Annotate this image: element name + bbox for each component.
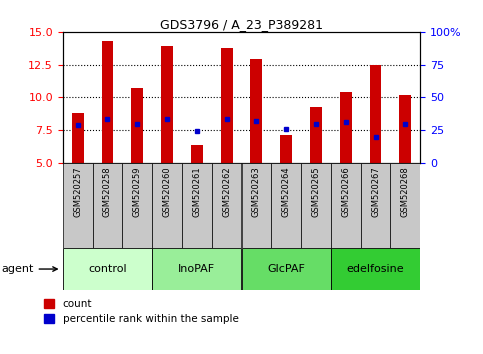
- Bar: [242, 163, 271, 248]
- Legend: count, percentile rank within the sample: count, percentile rank within the sample: [44, 299, 239, 324]
- Text: GSM520263: GSM520263: [252, 166, 261, 217]
- Text: GSM520258: GSM520258: [103, 166, 112, 217]
- Bar: [331, 248, 420, 290]
- Bar: [212, 163, 242, 248]
- Text: GSM520262: GSM520262: [222, 166, 231, 217]
- Bar: [340, 92, 352, 163]
- Bar: [390, 163, 420, 248]
- Bar: [221, 47, 233, 163]
- Bar: [280, 135, 292, 163]
- Bar: [251, 59, 262, 163]
- Text: GSM520260: GSM520260: [163, 166, 171, 217]
- Bar: [72, 113, 84, 163]
- Text: GSM520266: GSM520266: [341, 166, 350, 217]
- Bar: [63, 248, 152, 290]
- Text: GlcPAF: GlcPAF: [267, 264, 305, 274]
- Bar: [152, 163, 182, 248]
- Text: agent: agent: [1, 264, 57, 274]
- Bar: [122, 163, 152, 248]
- Bar: [152, 248, 242, 290]
- Bar: [310, 107, 322, 163]
- Bar: [93, 163, 122, 248]
- Bar: [301, 163, 331, 248]
- Title: GDS3796 / A_23_P389281: GDS3796 / A_23_P389281: [160, 18, 323, 31]
- Text: GSM520259: GSM520259: [133, 166, 142, 217]
- Text: GSM520264: GSM520264: [282, 166, 291, 217]
- Text: GSM520265: GSM520265: [312, 166, 320, 217]
- Bar: [361, 163, 390, 248]
- Text: edelfosine: edelfosine: [347, 264, 404, 274]
- Text: GSM520267: GSM520267: [371, 166, 380, 217]
- Bar: [331, 163, 361, 248]
- Text: GSM520268: GSM520268: [401, 166, 410, 217]
- Bar: [182, 163, 212, 248]
- Bar: [369, 65, 382, 163]
- Bar: [63, 163, 93, 248]
- Text: GSM520261: GSM520261: [192, 166, 201, 217]
- Bar: [161, 46, 173, 163]
- Text: GSM520257: GSM520257: [73, 166, 82, 217]
- Text: control: control: [88, 264, 127, 274]
- Bar: [131, 88, 143, 163]
- Text: InoPAF: InoPAF: [178, 264, 215, 274]
- Bar: [101, 41, 114, 163]
- Bar: [271, 163, 301, 248]
- Bar: [191, 144, 203, 163]
- Bar: [399, 95, 412, 163]
- Bar: [242, 248, 331, 290]
